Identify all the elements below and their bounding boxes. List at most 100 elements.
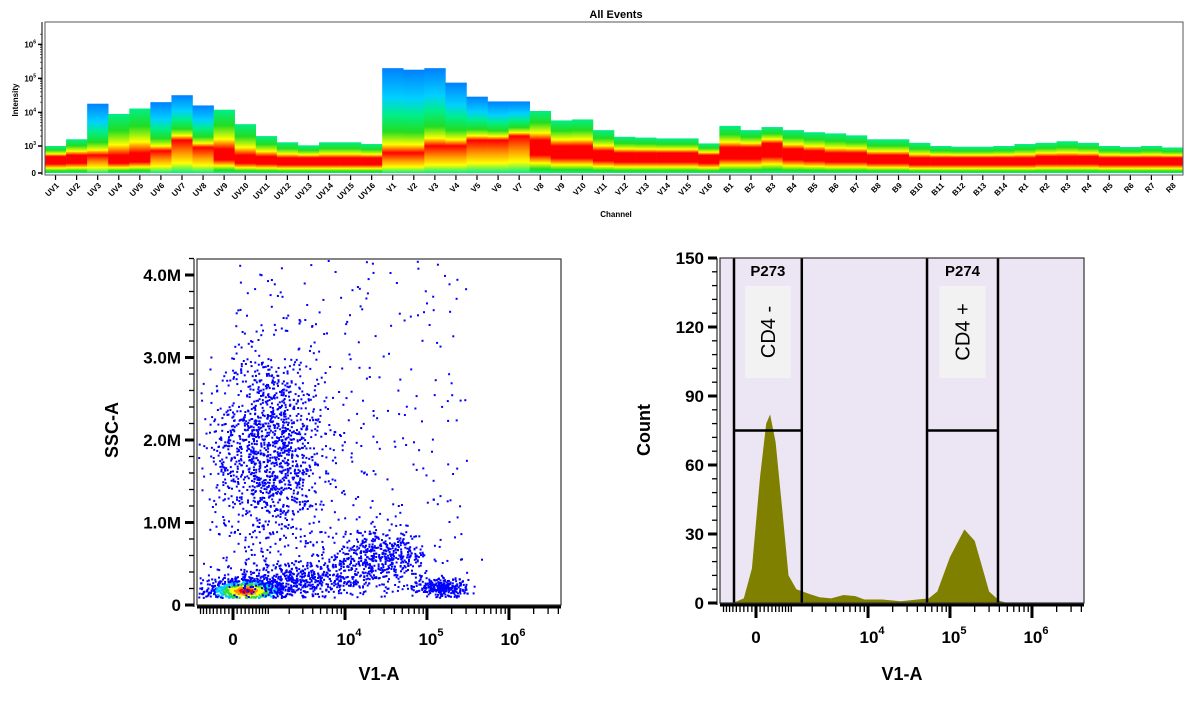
data-point — [290, 578, 292, 581]
data-point — [230, 433, 233, 436]
data-point — [254, 596, 257, 599]
data-point — [271, 584, 274, 587]
data-point — [266, 399, 269, 402]
data-point — [273, 596, 276, 599]
data-point — [421, 545, 424, 548]
data-point — [282, 445, 285, 448]
y-tick-label: 90 — [685, 387, 704, 406]
data-point — [215, 589, 218, 592]
data-point — [330, 582, 333, 585]
data-point — [237, 394, 240, 396]
data-point — [397, 586, 400, 588]
data-point — [248, 426, 251, 429]
data-point — [276, 396, 279, 399]
data-point — [363, 471, 366, 474]
data-point — [282, 317, 285, 319]
data-point — [252, 457, 255, 460]
data-point — [266, 435, 268, 438]
data-point — [278, 565, 281, 568]
data-point — [246, 596, 249, 599]
data-point — [253, 400, 256, 403]
data-point — [319, 587, 322, 590]
data-point — [404, 546, 407, 549]
data-point — [244, 578, 247, 581]
data-point — [364, 546, 367, 549]
data-point — [297, 572, 300, 575]
data-point — [262, 528, 265, 531]
data-point — [251, 432, 254, 435]
data-point — [298, 583, 301, 586]
data-point — [372, 531, 375, 534]
data-point — [271, 515, 274, 518]
data-point — [399, 511, 402, 514]
data-point — [229, 580, 232, 583]
data-point — [408, 558, 410, 561]
data-point — [296, 484, 299, 487]
data-point — [283, 418, 285, 421]
data-point — [201, 399, 204, 402]
channel-column-B3 — [761, 127, 783, 173]
gate-label-box — [744, 286, 791, 378]
data-point — [375, 556, 378, 558]
data-point — [448, 588, 451, 591]
data-point — [231, 578, 233, 581]
data-point — [320, 583, 323, 586]
data-point — [228, 436, 230, 439]
data-point — [231, 525, 234, 528]
data-point — [409, 563, 412, 566]
data-point — [288, 575, 291, 578]
data-point — [373, 525, 376, 528]
data-point — [311, 554, 314, 557]
data-point — [429, 592, 432, 595]
data-point — [280, 449, 283, 452]
data-point — [282, 469, 285, 472]
data-point — [428, 586, 431, 589]
data-point — [294, 472, 296, 475]
data-point — [218, 445, 220, 448]
data-point — [427, 584, 430, 587]
data-point — [262, 567, 265, 570]
spectrum-x-label: Channel — [600, 210, 632, 219]
data-point — [323, 564, 326, 566]
channel-label: B2 — [743, 181, 757, 195]
data-point — [314, 463, 317, 466]
data-point — [310, 563, 313, 566]
data-point — [280, 418, 283, 421]
data-point — [439, 582, 442, 585]
data-point — [229, 579, 232, 582]
data-point — [272, 411, 275, 413]
data-point — [265, 585, 268, 588]
data-point — [289, 414, 292, 417]
data-point — [304, 494, 307, 497]
data-point — [325, 432, 327, 435]
data-point — [455, 419, 458, 422]
data-point — [275, 588, 278, 591]
data-point — [224, 469, 227, 472]
data-point — [378, 577, 381, 579]
data-point — [198, 592, 201, 595]
data-point — [257, 459, 259, 462]
data-point — [384, 575, 387, 578]
data-point — [290, 526, 293, 529]
data-point — [254, 409, 257, 411]
data-point — [433, 544, 436, 547]
data-point — [454, 588, 457, 591]
data-point — [295, 547, 298, 549]
data-point — [262, 555, 264, 558]
data-point — [259, 584, 262, 587]
data-point — [405, 524, 408, 527]
data-point — [333, 559, 336, 562]
data-point — [334, 580, 336, 582]
data-point — [261, 584, 263, 587]
data-point — [413, 535, 416, 538]
data-point — [326, 566, 329, 569]
data-point — [389, 563, 392, 566]
data-point — [363, 560, 366, 563]
data-point — [282, 435, 285, 438]
data-point — [280, 579, 283, 582]
data-point — [240, 594, 243, 597]
data-point — [233, 502, 236, 505]
data-point — [273, 427, 276, 429]
data-point — [251, 340, 254, 343]
data-point — [277, 423, 280, 426]
